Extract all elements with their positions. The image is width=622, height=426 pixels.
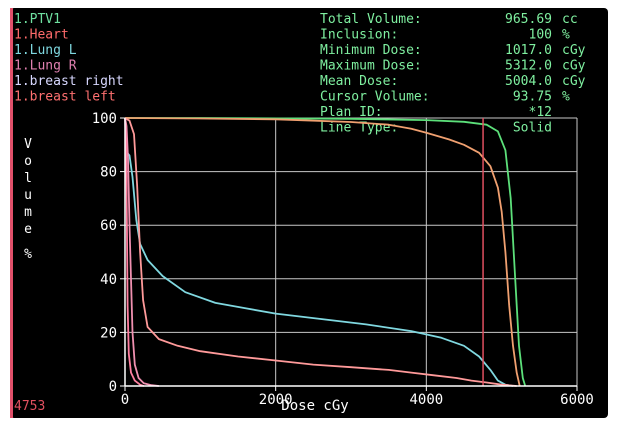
legend-item-6: 1.breast left bbox=[14, 90, 116, 105]
x-tick-label: 0 bbox=[121, 392, 129, 408]
stat-unit: cGy bbox=[562, 59, 586, 74]
left-edge-accent bbox=[10, 8, 13, 418]
plot-screen bbox=[10, 8, 608, 418]
y-axis-label: Volume% bbox=[24, 137, 32, 262]
stat-value: *12 bbox=[529, 105, 552, 120]
x-axis-label: Dose cGy bbox=[281, 398, 348, 414]
stat-value: 93.75 bbox=[513, 90, 552, 105]
stat-label: Plan ID: bbox=[320, 105, 383, 120]
legend-item-5: 1.breast right bbox=[14, 74, 124, 89]
y-axis-label-char: e bbox=[24, 222, 32, 237]
stat-value: 1017.0 bbox=[505, 43, 552, 58]
stat-unit: % bbox=[562, 28, 570, 43]
stat-unit: cGy bbox=[562, 74, 586, 89]
y-tick-label: 100 bbox=[92, 111, 117, 127]
stat-label: Maximum Dose: bbox=[320, 59, 422, 74]
y-tick-label: 80 bbox=[100, 165, 117, 181]
stat-value: 5004.0 bbox=[505, 74, 552, 89]
stat-unit: cc bbox=[562, 12, 578, 27]
stat-label: Inclusion: bbox=[320, 28, 398, 43]
dvh-curve-breast-right bbox=[124, 117, 145, 387]
stat-unit: cGy bbox=[562, 43, 586, 58]
stat-label: Mean Dose: bbox=[320, 74, 398, 89]
y-tick-label: 20 bbox=[100, 325, 117, 341]
x-tick-label: 6000 bbox=[560, 392, 594, 408]
stat-label: Cursor Volume: bbox=[320, 90, 430, 105]
y-tick-label: 60 bbox=[100, 218, 117, 234]
dvh-curve-lung-r bbox=[124, 117, 159, 387]
x-tick-label: 4000 bbox=[409, 392, 443, 408]
y-axis-label-char: m bbox=[24, 205, 32, 220]
stat-label: Total Volume: bbox=[320, 12, 422, 27]
legend-item-3: 1.Lung L bbox=[14, 43, 77, 58]
stat-label: Minimum Dose: bbox=[320, 43, 422, 58]
dvh-curve-ptv1 bbox=[125, 117, 527, 387]
dvh-curves bbox=[124, 117, 527, 387]
legend-item-1: 1.PTV1 bbox=[14, 12, 61, 27]
stat-unit: % bbox=[562, 90, 570, 105]
dvh-curve-breast-left bbox=[124, 117, 517, 387]
legend-item-4: 1.Lung R bbox=[14, 59, 77, 74]
stat-value: Solid bbox=[513, 121, 552, 136]
x-tick-label: 2000 bbox=[259, 392, 293, 408]
chart-grid bbox=[125, 117, 578, 386]
y-axis-label-char: % bbox=[24, 247, 32, 262]
dvh-curve-lung-l bbox=[124, 149, 514, 387]
cursor-dose-readout: 4753 bbox=[14, 399, 45, 414]
dvh-curve-heart bbox=[124, 117, 521, 387]
y-axis-label-char: o bbox=[24, 154, 32, 169]
stat-value: 965.69 bbox=[505, 12, 552, 27]
chart-overlay-text: Dose cGy Volume% 4753 bbox=[14, 137, 349, 414]
stat-value: 100 bbox=[529, 28, 552, 43]
chart-axes: 0 20 40 60 80 100 0 2000 4000 6000 bbox=[92, 111, 594, 408]
y-axis-label-char: V bbox=[24, 137, 32, 152]
stat-value: 5312.0 bbox=[505, 59, 552, 74]
y-axis-label-char: l bbox=[24, 171, 32, 186]
y-axis-label-char: u bbox=[24, 188, 32, 203]
dose-statistics-panel: Total Volume: 965.69 cc Inclusion: 100 % Minim… bbox=[320, 12, 586, 136]
legend-item-2: 1.Heart bbox=[14, 28, 69, 43]
y-tick-label: 0 bbox=[109, 379, 117, 395]
y-tick-label: 40 bbox=[100, 272, 117, 288]
